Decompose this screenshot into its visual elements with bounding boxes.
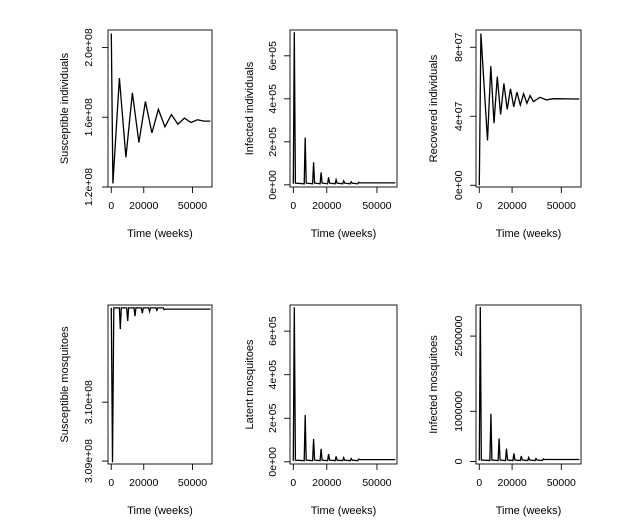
plot-frame xyxy=(475,29,582,188)
x-tick-label: 0 xyxy=(108,200,114,212)
x-tick-label: 0 xyxy=(290,200,296,212)
x-tick-label: 50000 xyxy=(547,477,576,489)
panel-3: 0 20000 50000 0e+00 4e+07 8e+07 Time (weeks) Re… xyxy=(428,29,582,240)
y-tick-label: 3.09e+08 xyxy=(83,439,95,483)
panel-4: 0 20000 50000 3.09e+08 3.10e+08 Time (weeks) S… xyxy=(59,304,213,517)
series-line xyxy=(478,33,580,186)
plot-frame xyxy=(107,304,213,465)
y-axis-label: Latent mosquitoes xyxy=(244,339,256,429)
y-tick-label: 4e+05 xyxy=(267,360,279,390)
y-tick-label: 3.10e+08 xyxy=(83,380,95,424)
y-tick-label: 4e+05 xyxy=(267,84,279,114)
y-tick-label: 1.6e+08 xyxy=(83,98,95,136)
series-line xyxy=(292,307,396,462)
x-axis-label: Time (weeks) xyxy=(496,505,562,517)
y-tick-label: 2e+05 xyxy=(267,127,279,157)
y-axis-label: Susceptible individuals xyxy=(59,52,71,164)
panel-5: 0 20000 50000 0e+00 2e+05 4e+05 6e+05 Time (wee… xyxy=(244,304,398,517)
series-line xyxy=(110,307,211,463)
y-tick-label: 6e+05 xyxy=(267,41,279,71)
y-tick-label: 2500000 xyxy=(453,316,465,357)
panel-6: 0 20000 50000 0 1000000 2500000 Time (weeks) In… xyxy=(428,304,582,517)
panel-2: 0 20000 50000 0e+00 2e+05 4e+05 6e+05 Time (wee… xyxy=(244,29,398,240)
panel-1: 0 20000 50000 1.2e+08 1.6e+08 2.0e+08 Time (we… xyxy=(59,28,213,240)
x-tick-label: 50000 xyxy=(178,477,207,489)
x-tick-label: 0 xyxy=(476,200,482,212)
y-tick-label: 0 xyxy=(453,458,465,464)
y-tick-label: 1.2e+08 xyxy=(83,168,95,206)
series-line xyxy=(110,33,211,184)
x-tick-label: 0 xyxy=(476,477,482,489)
y-tick-label: 4e+07 xyxy=(453,101,465,131)
y-tick-label: 8e+07 xyxy=(453,32,465,62)
series-line xyxy=(478,306,580,462)
y-axis-label: Recovered individuals xyxy=(428,54,440,162)
y-tick-label: 0e+00 xyxy=(267,447,279,477)
x-tick-label: 20000 xyxy=(497,477,526,489)
x-tick-label: 20000 xyxy=(129,477,158,489)
y-axis-label: Infected individuals xyxy=(244,61,256,155)
x-tick-label: 20000 xyxy=(312,200,341,212)
x-tick-label: 0 xyxy=(290,477,296,489)
x-tick-label: 50000 xyxy=(362,477,391,489)
series-line xyxy=(292,32,396,185)
x-tick-label: 0 xyxy=(108,477,114,489)
y-axis-label: Infected mosquitoes xyxy=(428,335,440,434)
plot-frame xyxy=(475,304,582,465)
x-axis-label: Time (weeks) xyxy=(127,505,193,517)
y-tick-label: 2.0e+08 xyxy=(83,28,95,66)
plot-frame xyxy=(107,29,213,188)
x-axis-label: Time (weeks) xyxy=(311,505,377,517)
y-tick-label: 0e+00 xyxy=(453,170,465,200)
x-tick-label: 20000 xyxy=(129,200,158,212)
plot-frame xyxy=(289,304,398,465)
x-tick-label: 20000 xyxy=(312,477,341,489)
x-axis-label: Time (weeks) xyxy=(127,228,193,240)
y-tick-label: 1000000 xyxy=(453,391,465,432)
x-axis-label: Time (weeks) xyxy=(311,228,377,240)
x-axis-label: Time (weeks) xyxy=(496,228,562,240)
y-tick-label: 2e+05 xyxy=(267,403,279,433)
x-tick-label: 50000 xyxy=(178,200,207,212)
y-tick-label: 0e+00 xyxy=(267,170,279,200)
x-tick-label: 20000 xyxy=(497,200,526,212)
y-tick-label: 6e+05 xyxy=(267,316,279,346)
x-tick-label: 50000 xyxy=(362,200,391,212)
plot-frame xyxy=(289,29,398,188)
y-axis-label: Susceptible mosquitoes xyxy=(59,326,71,443)
x-tick-label: 50000 xyxy=(547,200,576,212)
